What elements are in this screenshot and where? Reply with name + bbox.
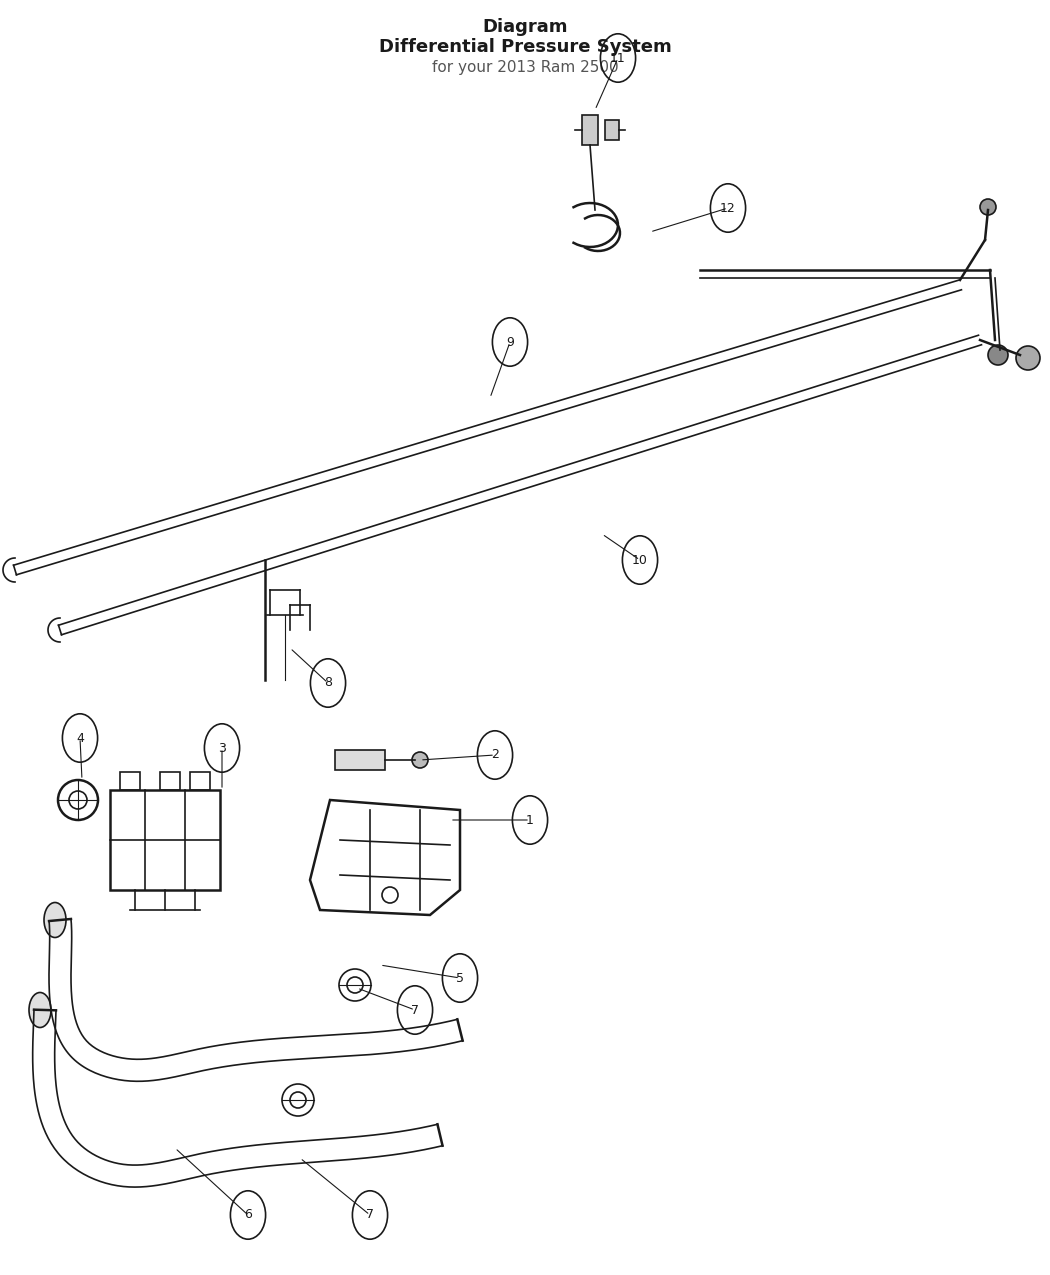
Text: 1: 1 [526, 813, 534, 826]
Text: 7: 7 [366, 1209, 374, 1221]
Text: 3: 3 [218, 742, 226, 755]
Circle shape [412, 752, 428, 768]
Ellipse shape [44, 903, 66, 937]
FancyBboxPatch shape [605, 120, 620, 140]
Text: 7: 7 [411, 1003, 419, 1016]
Circle shape [282, 1084, 314, 1116]
Circle shape [988, 346, 1008, 365]
Text: for your 2013 Ram 2500: for your 2013 Ram 2500 [432, 60, 618, 75]
Circle shape [1016, 346, 1040, 370]
Text: 2: 2 [491, 748, 499, 761]
Circle shape [339, 969, 371, 1001]
Text: 10: 10 [632, 553, 648, 566]
Text: Diagram: Diagram [482, 18, 568, 36]
Text: 11: 11 [610, 51, 626, 65]
FancyBboxPatch shape [582, 115, 598, 145]
Text: 6: 6 [244, 1209, 252, 1221]
Text: 12: 12 [720, 201, 736, 214]
Text: 8: 8 [324, 677, 332, 690]
Ellipse shape [29, 992, 51, 1028]
Text: 9: 9 [506, 335, 513, 348]
Circle shape [980, 199, 996, 215]
Text: Differential Pressure System: Differential Pressure System [379, 38, 671, 56]
Text: 5: 5 [456, 972, 464, 984]
FancyBboxPatch shape [335, 750, 385, 770]
Text: 4: 4 [76, 732, 84, 745]
